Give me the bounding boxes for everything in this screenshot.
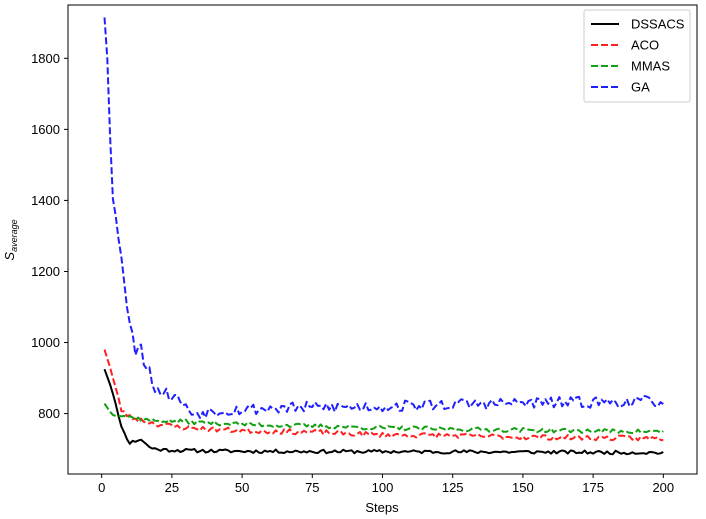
series-lines <box>103 17 664 456</box>
x-tick-label: 0 <box>98 480 105 495</box>
legend-label-aco: ACO <box>631 38 659 53</box>
y-tick-label: 1000 <box>31 335 60 350</box>
x-tick-label: 200 <box>652 480 674 495</box>
axis-ticks: 0 25 50 75 100 125 150 175 200 800 1000 1200 1400 160… <box>31 51 674 495</box>
y-tick-label: 1800 <box>31 51 60 66</box>
series-line-mmas <box>103 403 664 435</box>
legend-label-mmas: MMAS <box>631 59 670 74</box>
y-axis-label-sub: average <box>9 219 19 252</box>
y-tick-label: 800 <box>38 406 60 421</box>
y-tick-label: 1200 <box>31 264 60 279</box>
x-tick-label: 100 <box>372 480 394 495</box>
x-tick-label: 25 <box>165 480 179 495</box>
legend: DSSACS ACO MMAS GA <box>583 9 691 103</box>
x-tick-label: 125 <box>442 480 464 495</box>
x-tick-label: 175 <box>582 480 604 495</box>
x-axis-label: Steps <box>365 500 399 515</box>
y-tick-label: 1400 <box>31 193 60 208</box>
series-line-dssacs <box>103 368 664 456</box>
x-tick-label: 150 <box>512 480 534 495</box>
y-axis-label: Saverage <box>2 219 19 260</box>
legend-box <box>583 9 691 103</box>
x-tick-label: 50 <box>235 480 249 495</box>
legend-label-ga: GA <box>631 80 650 95</box>
series-line-ga <box>103 17 664 419</box>
x-tick-label: 75 <box>305 480 319 495</box>
legend-label-dssacs: DSSACS <box>631 17 685 32</box>
series-line-aco <box>103 349 664 442</box>
y-tick-label: 1600 <box>31 122 60 137</box>
y-axis-label-main: S <box>2 252 17 261</box>
